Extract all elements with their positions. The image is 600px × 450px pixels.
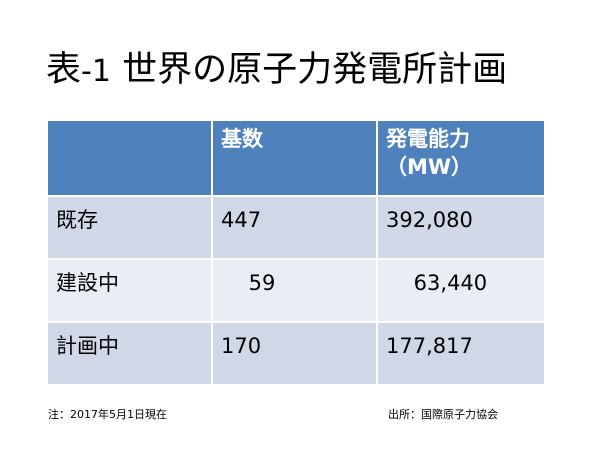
title-main: 世界の原子力発電所計画 bbox=[110, 50, 508, 90]
table-header-row: 基数 発電能力 （MW） bbox=[46, 119, 546, 197]
header-empty-cell bbox=[46, 119, 213, 197]
title-number: 1 bbox=[91, 54, 111, 89]
row-label: 計画中 bbox=[46, 321, 213, 386]
row-label: 建設中 bbox=[46, 258, 213, 323]
header-capacity-unit: （MW） bbox=[386, 155, 473, 179]
page-title: 表-1 世界の原子力発電所計画 bbox=[46, 46, 507, 96]
row-count: 59 bbox=[211, 258, 378, 323]
date-footnote: 注：2017年5月1日現在 bbox=[48, 408, 167, 421]
title-dash: - bbox=[81, 54, 92, 89]
header-capacity-label: 発電能力 bbox=[386, 127, 470, 151]
table-row: 既存 447 392,080 bbox=[46, 195, 546, 260]
header-capacity: 発電能力 （MW） bbox=[376, 119, 546, 197]
source-footnote: 出所：国際原子力協会 bbox=[388, 408, 498, 421]
row-capacity: 392,080 bbox=[376, 195, 546, 260]
row-count: 447 bbox=[211, 195, 378, 260]
row-label: 既存 bbox=[46, 195, 213, 260]
title-prefix: 表 bbox=[46, 50, 82, 90]
table-row: 計画中 170 177,817 bbox=[46, 321, 546, 386]
row-capacity: 177,817 bbox=[376, 321, 546, 386]
row-capacity: 63,440 bbox=[376, 258, 546, 323]
row-count: 170 bbox=[211, 321, 378, 386]
nuclear-plants-table: 基数 発電能力 （MW） 既存 447 392,080 建設中 59 63,44… bbox=[46, 119, 546, 386]
table-row: 建設中 59 63,440 bbox=[46, 258, 546, 323]
header-count: 基数 bbox=[211, 119, 378, 197]
